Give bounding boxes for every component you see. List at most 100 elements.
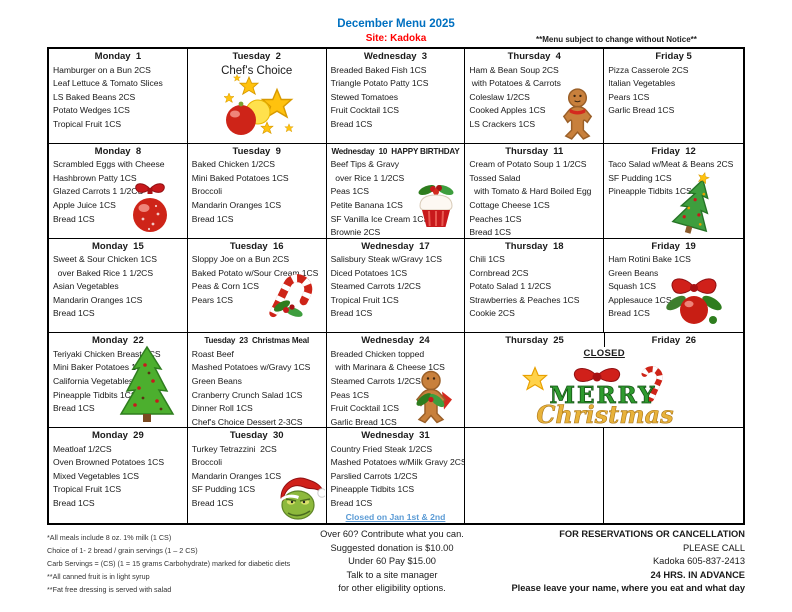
menu-item: with Marinara & Cheese 1CS — [330, 362, 445, 373]
menu-item-list: Teriyaki Chicken Breast 1CS Mini Baker Po… — [49, 347, 187, 416]
menu-item: Broccoli — [191, 186, 222, 197]
reservation-line: PLEASE CALL — [682, 542, 745, 553]
menu-item: Cream of Potato Soup 1 1/2CS — [469, 159, 587, 170]
menu-item-list: Country Fried Steak 1/2CS Mashed Potatoes… — [327, 442, 465, 511]
menu-item: Triangle Potato Patty 1CS — [330, 78, 429, 89]
menu-item-list: Turkey Tetrazzini 2CS Broccoli Mandarin Or… — [188, 442, 326, 511]
day-header: Friday 26 — [603, 333, 743, 348]
menu-item: Asian Vegetables — [53, 281, 119, 292]
reservation-info: FOR RESERVATIONS OR CANCELLATION PLEASE … — [440, 528, 745, 596]
menu-item-list: Chili 1CS Cornbread 2CS Potato Salad 1 1/2… — [465, 252, 603, 321]
menu-item: Glazed Carrots 1 1/2CS — [53, 186, 144, 197]
menu-item: Tossed Salad — [469, 172, 521, 183]
menu-item: Fruit Cocktail 1CS — [330, 403, 399, 414]
menu-item: Squash 1CS — [608, 281, 656, 292]
menu-item: Sweet & Sour Chicken 1CS — [53, 254, 157, 265]
ornament-stars-icon — [217, 74, 297, 138]
menu-item: Chef's Choice — [221, 64, 293, 77]
reservation-line: 24 HRS. IN ADVANCE — [650, 569, 745, 580]
day-header: Monday 1 — [94, 51, 142, 62]
menu-item: Taco Salad w/Meat & Beans 2CS — [608, 159, 734, 170]
day-cell: Wednesday 3 Breaded Baked Fish 1CS Triangl… — [326, 49, 466, 144]
menu-item: Petite Banana 1CS — [330, 200, 403, 211]
day-header: Wednesday 17 — [361, 240, 430, 252]
footnote-line: Carb Servings = (CS) (1 = 15 grams Carbo… — [47, 559, 291, 568]
page-title: December Menu 2025 — [337, 18, 455, 30]
menu-calendar: Monday 1 Hamburger on a Bun 2CS Leaf Lettu… — [47, 47, 745, 525]
menu-item: Cornbread 2CS — [469, 267, 529, 278]
day-cell: Monday 8 Scrambled Eggs with Cheese Hashbr… — [49, 143, 188, 239]
day-header: Tuesday 2 — [232, 51, 281, 62]
menu-item: Strawberries & Peaches 1CS — [469, 294, 580, 305]
menu-item: Bread 1CS — [191, 498, 234, 509]
menu-item: Apple Juice 1CS — [53, 200, 116, 211]
footnote-line: Choice of 1- 2 bread / grain servings (1… — [47, 546, 198, 555]
empty-cell — [604, 428, 743, 523]
menu-item: Bread 1CS — [608, 308, 650, 319]
menu-item-list: Breaded Baked Fish 1CS Triangle Potato Pa… — [327, 63, 465, 132]
reservation-line: Please leave your name, where you eat an… — [511, 583, 745, 594]
day-cell: Tuesday 30 Turkey Tetrazzini 2CS Broccoli M… — [187, 428, 327, 523]
day-header: Wednesday 31 — [361, 430, 430, 442]
closed-note: Closed on Jan 1st & 2nd — [345, 511, 446, 522]
menu-item: Bread 1CS — [330, 308, 373, 319]
menu-item: Potato Wedges 1CS — [53, 105, 130, 116]
menu-item: Mini Baked Potatoes 1CS — [191, 172, 289, 183]
donation-line: for other eligibility options. — [338, 583, 446, 594]
menu-item: Leaf Lettuce & Tomato Slices — [53, 78, 163, 89]
menu-item: Peas 1CS — [330, 389, 369, 400]
day-header: Tuesday 23 Christmas Meal — [204, 336, 310, 346]
day-header: Wednesday 24 — [361, 335, 430, 347]
menu-item: Parslied Carrots 1/2CS — [330, 470, 418, 481]
day-cell: Tuesday 16 Sloppy Joe on a Bun 2CS Baked P… — [187, 238, 327, 334]
day-cell: Friday 12 Taco Salad w/Meat & Beans 2CS SF… — [604, 143, 743, 239]
merry-christmas-icon: MERRY Christmas — [519, 363, 689, 427]
menu-item: Scrambled Eggs with Cheese — [53, 159, 165, 170]
svg-text:MERRY: MERRY — [550, 382, 657, 409]
donation-line: Talk to a site manager — [346, 569, 438, 580]
menu-item: Pineapple Tidbits 1CS — [53, 389, 137, 400]
menu-item: Chili 1CS — [469, 254, 505, 265]
menu-item: Cooked Apples 1CS — [469, 105, 546, 116]
day-cell: Tuesday 9 Baked Chicken 1/2CS Mini Baked P… — [187, 143, 327, 239]
menu-item: Hashbrown Patty 1CS — [53, 172, 137, 183]
menu-item: Turkey Tetrazzini 2CS — [191, 443, 277, 454]
menu-item: Baked Chicken 1/2CS — [191, 159, 275, 170]
menu-item: Ham Rotini Bake 1CS — [608, 254, 691, 265]
footnote-line: *All meals include 8 oz. 1% milk (1 CS) — [47, 533, 172, 542]
menu-item-list: Sloppy Joe on a Bun 2CS Baked Potato w/So… — [188, 252, 326, 307]
menu-item: Hamburger on a Bun 2CS — [53, 64, 151, 75]
day-cell: Wednesday 10 HAPPY BIRTHDAY Beef Tips & G… — [326, 143, 466, 239]
menu-item: Bread 1CS — [53, 403, 95, 414]
menu-item: Bread 1CS — [330, 498, 373, 509]
menu-item: Potato Salad 1 1/2CS — [469, 281, 552, 292]
menu-item: Teriyaki Chicken Breast 1CS — [53, 348, 161, 359]
menu-item: LS Baked Beans 2CS — [53, 91, 136, 102]
menu-item-list: Hamburger on a Bun 2CS Leaf Lettuce & Tom… — [49, 63, 187, 132]
menu-item: Garlic Bread 1CS — [608, 105, 675, 116]
day-header: Wednesday 10 HAPPY BIRTHDAY — [331, 146, 460, 156]
day-cell: Thursday 11 Cream of Potato Soup 1 1/2CS T… — [465, 143, 605, 239]
menu-item-list: Meatloaf 1/2CS Oven Browned Potatoes 1CS M… — [49, 442, 187, 511]
day-cell: Friday 5 Pizza Casserole 2CS Italian Veget… — [604, 49, 743, 144]
menu-item: Bread 1CS — [330, 118, 373, 129]
menu-item: Steamed Carrots 1/2CS — [330, 281, 421, 292]
day-header: Thursday 25 — [505, 335, 564, 347]
menu-item-list: Breaded Chicken topped with Marinara & C… — [327, 347, 465, 427]
day-cell: Wednesday 24 Breaded Chicken topped with … — [326, 333, 466, 429]
menu-item: Garlic Bread 1CS — [330, 416, 397, 427]
footnote-line: **All canned fruit is in light syrup — [47, 572, 150, 581]
menu-item-list: Ham & Bean Soup 2CS with Potatoes & Carr… — [465, 63, 603, 132]
menu-item: Chef's Choice Dessert 2-3CS — [191, 416, 303, 427]
closed-days-cell: Thursday 25 Friday 26 CLOSED MERRY Christmas — [465, 333, 743, 429]
menu-item: Peas 1CS — [330, 186, 369, 197]
menu-item: Applesauce 1CS — [608, 294, 672, 305]
menu-item: Green Beans — [191, 376, 242, 387]
donation-line: Over 60? Contribute what you can. — [320, 529, 464, 539]
menu-item: Pineapple Tidbits 1CS — [330, 484, 415, 495]
day-cell: Monday 1 Hamburger on a Bun 2CS Leaf Lettu… — [49, 49, 188, 144]
reservation-line: Kadoka 605-837-2413 — [652, 556, 745, 567]
footnote-line: **Fat free dressing is served with salad — [47, 585, 172, 594]
menu-item: Mashed Potatoes w/Milk Gravy 2CS — [330, 457, 466, 468]
menu-item: Green Beans — [608, 267, 659, 278]
